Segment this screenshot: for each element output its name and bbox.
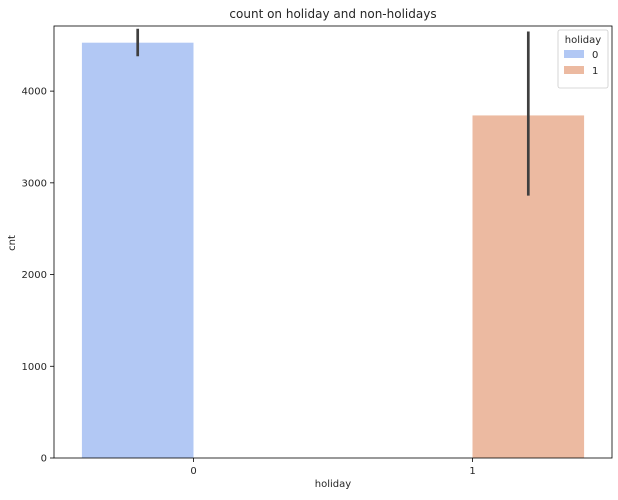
legend: holiday 0 1 xyxy=(557,29,609,89)
y-tick-label: 2000 xyxy=(22,270,47,281)
bar-0-0 xyxy=(81,42,194,458)
legend-title: holiday xyxy=(565,35,601,46)
x-tick-label: 1 xyxy=(469,466,475,477)
chart-title: count on holiday and non-holidays xyxy=(229,7,436,21)
plot-frame xyxy=(53,25,613,459)
y-tick-label: 0 xyxy=(41,454,47,465)
x-axis-label: holiday xyxy=(315,479,351,490)
legend-label-0: 0 xyxy=(592,50,598,61)
y-tick-label: 1000 xyxy=(22,362,47,373)
legend-swatch-0 xyxy=(564,50,584,58)
y-tick-label: 4000 xyxy=(22,87,47,98)
y-axis-label: cnt xyxy=(7,235,18,251)
legend-label-1: 1 xyxy=(592,66,598,77)
y-tick-label: 3000 xyxy=(22,178,47,189)
legend-swatch-1 xyxy=(564,66,584,74)
x-tick-label: 0 xyxy=(190,466,196,477)
